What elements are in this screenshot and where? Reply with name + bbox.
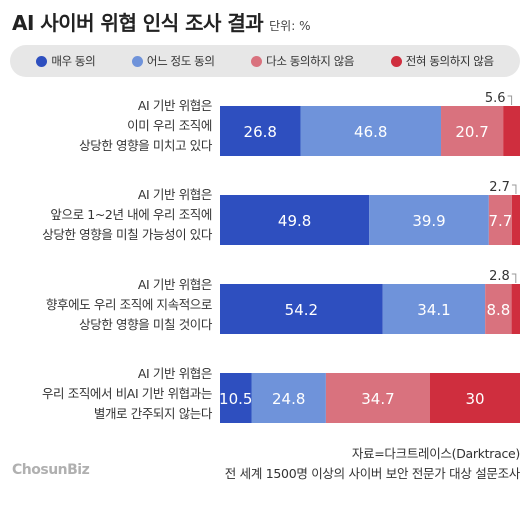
bar-segment-somewhat-disagree-2 xyxy=(488,195,512,245)
leader-line-3 xyxy=(511,273,517,283)
legend-item-somewhat-agree: 어느 정도 동의 xyxy=(131,53,215,69)
source-note: 자료=다크트레이스(Darktrace) 전 세계 1500명 이상의 사이버 … xyxy=(224,446,521,481)
data-label-somewhat-agree-2: 39.9 xyxy=(412,212,445,230)
legend-item-very-agree: 매우 동의 xyxy=(36,53,96,69)
legend: 매우 동의 어느 정도 동의 다소 동의하지 않음 전혀 동의하지 않음 xyxy=(10,45,520,77)
leader-line-2 xyxy=(511,184,517,194)
row-label-3: AI 기반 위협은 향후에도 우리 조직에 지속적으로 상당한 영향을 미칠 것… xyxy=(45,277,213,332)
bar-segment-strongly-disagree-3 xyxy=(511,284,520,334)
data-label-very-agree-2: 49.8 xyxy=(278,212,311,230)
bar-segment-strongly-disagree-2 xyxy=(511,195,520,245)
bar-segment-very-agree-3 xyxy=(220,284,383,334)
data-label-somewhat-disagree-2: 7.7 xyxy=(488,212,512,230)
bar-segment-somewhat-agree-3 xyxy=(382,284,486,334)
bar-segment-very-agree-1 xyxy=(220,106,301,156)
data-label-strongly-disagree-1: 5.6 xyxy=(485,91,506,106)
legend-label: 매우 동의 xyxy=(51,54,96,68)
bar-segment-very-agree-4 xyxy=(220,373,252,423)
data-label-very-agree-3: 54.2 xyxy=(285,301,318,319)
data-label-somewhat-agree-1: 46.8 xyxy=(354,123,387,141)
legend-item-somewhat-disagree: 다소 동의하지 않음 xyxy=(251,53,354,69)
leader-line-1 xyxy=(507,95,513,105)
data-label-strongly-disagree-4: 30 xyxy=(465,390,484,408)
data-label-somewhat-disagree-1: 20.7 xyxy=(455,123,488,141)
data-label-somewhat-agree-3: 34.1 xyxy=(417,301,450,319)
legend-label: 다소 동의하지 않음 xyxy=(266,54,355,68)
bar-segment-strongly-disagree-4 xyxy=(430,373,520,423)
bar-segment-strongly-disagree-1 xyxy=(503,106,520,156)
data-label-strongly-disagree-2: 2.7 xyxy=(489,180,510,195)
bar-segment-somewhat-disagree-1 xyxy=(441,106,504,156)
data-label-somewhat-disagree-4: 34.7 xyxy=(361,390,394,408)
bar-segment-somewhat-agree-2 xyxy=(369,195,489,245)
legend-dot-icon xyxy=(36,55,48,67)
legend-dot-icon xyxy=(251,55,263,67)
row-label-1: AI 기반 위협은 이미 우리 조직에 상당한 영향을 미치고 있다 xyxy=(79,98,212,153)
data-label-very-agree-4: 10.5 xyxy=(219,390,252,408)
data-label-very-agree-1: 26.8 xyxy=(244,123,277,141)
row-label-4: AI 기반 위협은 우리 조직에서 비AI 기반 위협과는 별개로 간주되지 않… xyxy=(41,366,212,421)
bar-segment-somewhat-disagree-3 xyxy=(485,284,512,334)
data-label-somewhat-agree-4: 24.8 xyxy=(272,390,305,408)
title-row: AI 사이버 위협 인식 조사 결과 단위: % xyxy=(12,7,310,36)
bar-segment-somewhat-agree-1 xyxy=(300,106,442,156)
row-label-2: AI 기반 위협은 앞으로 1~2년 내에 우리 조직에 상당한 영향을 미칠 … xyxy=(42,187,212,242)
legend-label: 전혀 동의하지 않음 xyxy=(405,54,494,68)
legend-dot-icon xyxy=(390,55,402,67)
bar-segment-very-agree-2 xyxy=(220,195,370,245)
legend-label: 어느 정도 동의 xyxy=(146,54,215,68)
chosunbiz-logo: ChosunBiz xyxy=(12,462,90,478)
bar-segment-somewhat-disagree-4 xyxy=(325,373,430,423)
data-label-strongly-disagree-3: 2.8 xyxy=(489,269,510,284)
legend-dot-icon xyxy=(131,55,143,67)
data-label-somewhat-disagree-3: 8.8 xyxy=(486,301,510,319)
legend-item-strongly-disagree: 전혀 동의하지 않음 xyxy=(390,53,494,69)
unit-label: 단위: % xyxy=(269,19,311,33)
bar-segment-somewhat-agree-4 xyxy=(251,373,326,423)
chart-title: AI 사이버 위협 인식 조사 결과 xyxy=(12,11,264,35)
